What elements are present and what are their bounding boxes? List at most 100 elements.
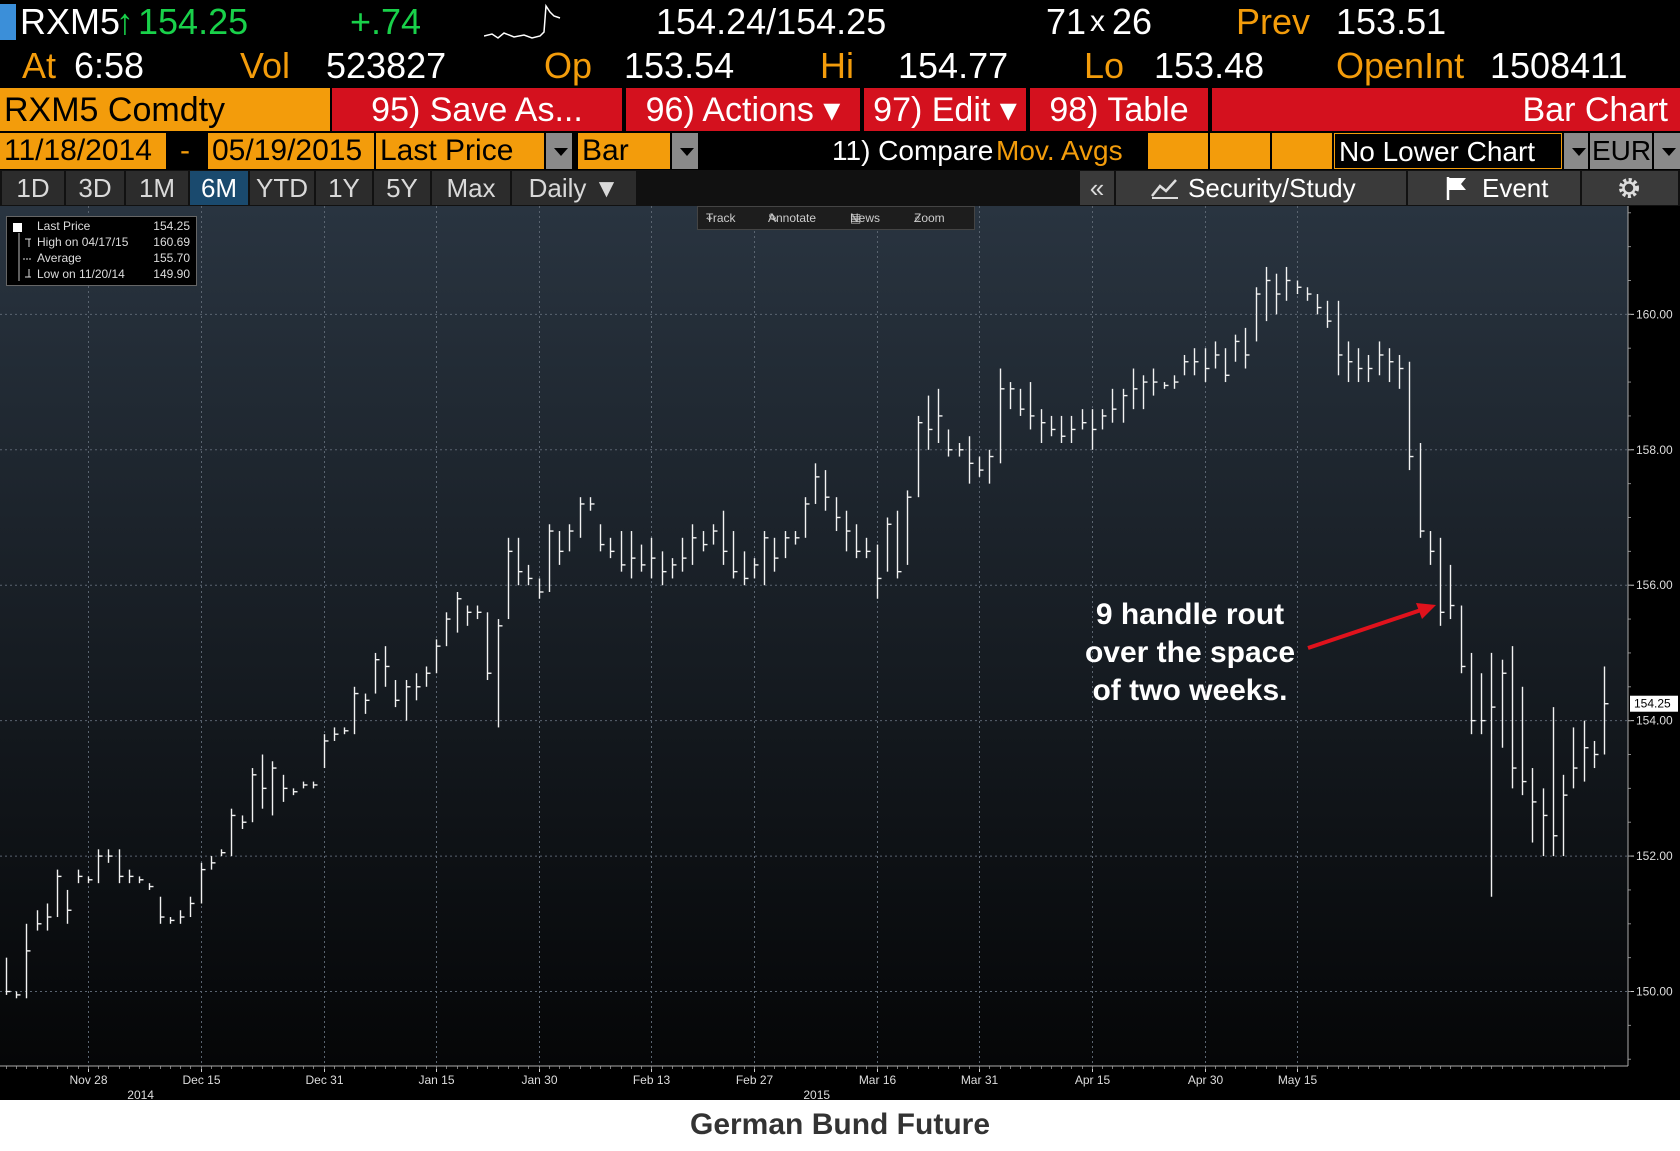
price-bar: [558, 531, 564, 565]
price-bar: [312, 781, 318, 789]
price-bar: [958, 443, 964, 457]
price-bar: [568, 524, 574, 552]
price-bar: [896, 510, 902, 579]
price-bar: [148, 883, 154, 890]
tab-6m[interactable]: 6M: [190, 171, 248, 205]
price-bar: [87, 876, 93, 884]
price-bar: [1593, 740, 1599, 769]
price-bar: [1204, 348, 1210, 383]
price-bar: [1152, 368, 1158, 396]
price-bar: [1531, 768, 1537, 843]
price-bar: [97, 849, 103, 884]
tab-1m[interactable]: 1M: [126, 171, 188, 205]
x-tick-label: Apr 15: [1075, 1073, 1111, 1087]
tab-max[interactable]: Max: [432, 171, 510, 205]
actions-button[interactable]: 96) Actions ▾: [626, 88, 862, 131]
price-bar: [1255, 287, 1261, 342]
vol-value: 523827: [326, 45, 447, 86]
field-dropdown-icon[interactable]: [546, 133, 572, 169]
ticker-highlight: [0, 4, 16, 40]
lower-chart-dropdown-icon[interactable]: [1564, 133, 1588, 169]
price-bar: [1326, 300, 1332, 328]
x-tick-label: Jan 15: [418, 1073, 454, 1087]
price-bar: [353, 686, 359, 735]
event-button[interactable]: Event: [1408, 171, 1580, 205]
high-value: 154.77: [898, 45, 1009, 86]
date-from-field[interactable]: 11/18/2014: [0, 133, 166, 169]
security-study-button[interactable]: Security/Study: [1116, 171, 1406, 205]
low-label: Lo: [1084, 45, 1125, 86]
tab-5y[interactable]: 5Y: [374, 171, 430, 205]
tab-1d[interactable]: 1D: [2, 171, 64, 205]
price-bar: [835, 497, 841, 532]
size-bid: 71: [1046, 1, 1087, 42]
save-as-button[interactable]: 95) Save As...: [332, 88, 624, 131]
x-tick-label: Dec 31: [305, 1073, 343, 1087]
last-price: 154.25: [138, 1, 249, 42]
price-bar: [1193, 348, 1199, 376]
edit-button[interactable]: 97) Edit ▾: [864, 88, 1028, 131]
empty-field-2[interactable]: [1210, 133, 1270, 169]
price-bar: [1378, 341, 1384, 376]
price-bar: [1583, 720, 1589, 782]
legend-markers-icon: [18, 233, 31, 281]
price-bar: [374, 652, 380, 694]
price-bar: [1480, 673, 1486, 735]
legend-label-last: Last Price: [37, 219, 91, 233]
price-bar: [486, 612, 492, 681]
flag-icon: [1446, 177, 1466, 200]
table-button[interactable]: 98) Table: [1030, 88, 1210, 131]
style-select[interactable]: Bar: [578, 133, 670, 169]
price-bar: [1296, 280, 1302, 295]
price-bar: [1337, 300, 1343, 376]
price-bar: [1449, 564, 1455, 620]
price-bar: [824, 470, 830, 511]
tab-1y[interactable]: 1Y: [316, 171, 372, 205]
mov-avgs-button[interactable]: Mov. Avgs: [996, 135, 1123, 166]
legend-value-high: 160.69: [153, 235, 190, 249]
price-bar: [1521, 686, 1527, 796]
collapse-button[interactable]: «: [1080, 171, 1114, 205]
security-field[interactable]: RXM5 Comdty: [0, 88, 330, 131]
currency-dropdown-icon[interactable]: [1654, 133, 1680, 169]
price-bar: [1306, 287, 1312, 301]
event-label: Event: [1482, 173, 1549, 203]
style-dropdown-icon[interactable]: [672, 133, 698, 169]
price-bar: [1122, 388, 1128, 423]
settings-button[interactable]: [1582, 171, 1678, 205]
empty-field-1[interactable]: [1148, 133, 1208, 169]
price-bar: [476, 605, 482, 620]
prev-value: 153.51: [1336, 1, 1447, 42]
open-label: Op: [544, 45, 593, 86]
price-chart[interactable]: 150.00 152.00 154.00 156.00 158.00 160.00 154.…: [0, 206, 1680, 1100]
currency-select[interactable]: EUR: [1590, 133, 1652, 169]
price-bar: [1111, 388, 1117, 423]
compare-button[interactable]: 11) Compare: [832, 135, 994, 166]
tab-3d[interactable]: 3D: [66, 171, 124, 205]
field-select[interactable]: Last Price: [376, 133, 544, 169]
openint-label: OpenInt: [1336, 45, 1465, 86]
price-bar: [1244, 327, 1250, 369]
price-bar: [302, 781, 308, 789]
empty-field-3[interactable]: [1272, 133, 1332, 169]
price-bar: [579, 497, 585, 538]
price-bar: [794, 531, 800, 545]
price-bar: [1408, 361, 1414, 471]
track-label: Track: [706, 211, 736, 225]
price-bar: [189, 896, 195, 918]
price-bar: [855, 524, 861, 559]
chart-tools: ⌖ Track ✎ Annotate ▤ News ⌕ Zoom: [697, 206, 975, 230]
security-study-label: Security/Study: [1188, 173, 1356, 203]
price-bar: [773, 537, 779, 572]
date-to-field[interactable]: 05/19/2015: [208, 133, 374, 169]
price-bar: [128, 869, 134, 884]
frequency-select[interactable]: Daily ▼: [512, 171, 636, 205]
price-bar: [1009, 382, 1015, 410]
legend-label-low: Low on 11/20/14: [37, 267, 125, 281]
up-arrow-icon: ↑: [116, 1, 134, 42]
tab-ytd[interactable]: YTD: [250, 171, 314, 205]
annotation-line-3: of two weeks.: [1092, 674, 1288, 707]
lower-chart-select[interactable]: No Lower Chart: [1334, 133, 1562, 169]
price-bar: [691, 524, 697, 565]
